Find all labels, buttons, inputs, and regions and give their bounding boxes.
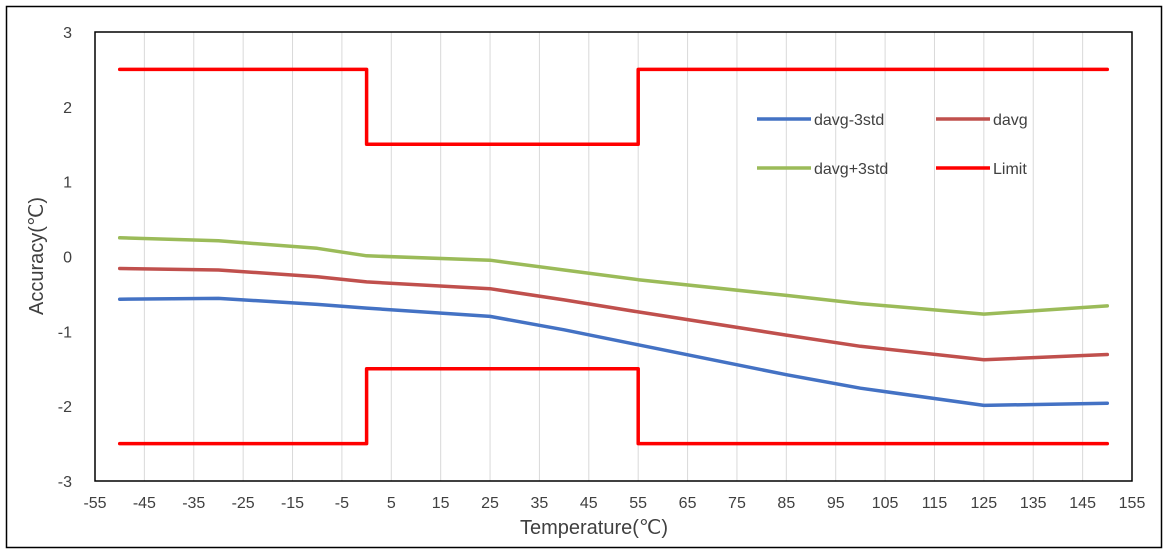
legend-item-davg: davg xyxy=(936,112,1028,129)
y-tick-label: 1 xyxy=(63,175,72,192)
y-axis-title: Accuracy(℃) xyxy=(26,197,48,315)
x-tick-label: 45 xyxy=(580,495,598,512)
legend-label: davg-3std xyxy=(814,112,884,129)
x-tick-label: -25 xyxy=(232,495,255,512)
axes xyxy=(94,31,1133,482)
tick-labels: -55 -45 -35 -25 -15 -5 5 15 25 35 45 55 65 75 85 95 105 1… xyxy=(58,25,1146,512)
y-tick-label: 0 xyxy=(63,250,72,267)
legend: davg-3std davg davg+3std Limit xyxy=(757,112,1028,178)
series-lines xyxy=(117,67,1110,446)
x-tick-label: 95 xyxy=(827,495,845,512)
x-tick-label: -35 xyxy=(182,495,205,512)
x-tick-label: 155 xyxy=(1119,495,1146,512)
series-line-limit xyxy=(117,67,1110,147)
x-tick-label: -15 xyxy=(281,495,304,512)
x-tick-label: -45 xyxy=(133,495,156,512)
series-line-limit xyxy=(117,367,1110,446)
x-tick-label: -55 xyxy=(83,495,106,512)
x-tick-label: 15 xyxy=(432,495,450,512)
y-tick-label: 3 xyxy=(63,25,72,42)
x-tick-label: 55 xyxy=(629,495,647,512)
y-tick-label: 2 xyxy=(63,100,72,117)
legend-item-limit: Limit xyxy=(936,161,1027,178)
series-line-davg-3std xyxy=(117,296,1110,408)
x-tick-label: 145 xyxy=(1069,495,1096,512)
x-tick-label: 65 xyxy=(679,495,697,512)
x-tick-label: -5 xyxy=(335,495,349,512)
x-tick-label: 35 xyxy=(531,495,549,512)
y-tick-label: -3 xyxy=(58,474,72,491)
plot-area-frame xyxy=(94,31,1133,482)
legend-label: Limit xyxy=(993,161,1027,178)
legend-label: davg+3std xyxy=(814,161,888,178)
chart-border xyxy=(5,5,1163,549)
series-line-davg-3std xyxy=(117,236,1110,316)
x-tick-label: 135 xyxy=(1020,495,1047,512)
x-tick-label: 5 xyxy=(387,495,396,512)
x-tick-label: 25 xyxy=(481,495,499,512)
x-tick-label: 105 xyxy=(872,495,899,512)
x-tick-label: 125 xyxy=(971,495,998,512)
legend-item-davg-3std: davg-3std xyxy=(757,112,884,129)
legend-label: davg xyxy=(993,112,1028,129)
legend-item-davg-3std: davg+3std xyxy=(757,161,888,178)
series-line-davg xyxy=(117,266,1110,362)
y-tick-label: -1 xyxy=(58,324,72,341)
y-tick-label: -2 xyxy=(58,399,72,416)
x-tick-label: 85 xyxy=(777,495,795,512)
x-axis-title: Temperature(℃) xyxy=(520,517,668,539)
x-tick-label: 115 xyxy=(922,495,948,512)
x-tick-label: 75 xyxy=(728,495,746,512)
